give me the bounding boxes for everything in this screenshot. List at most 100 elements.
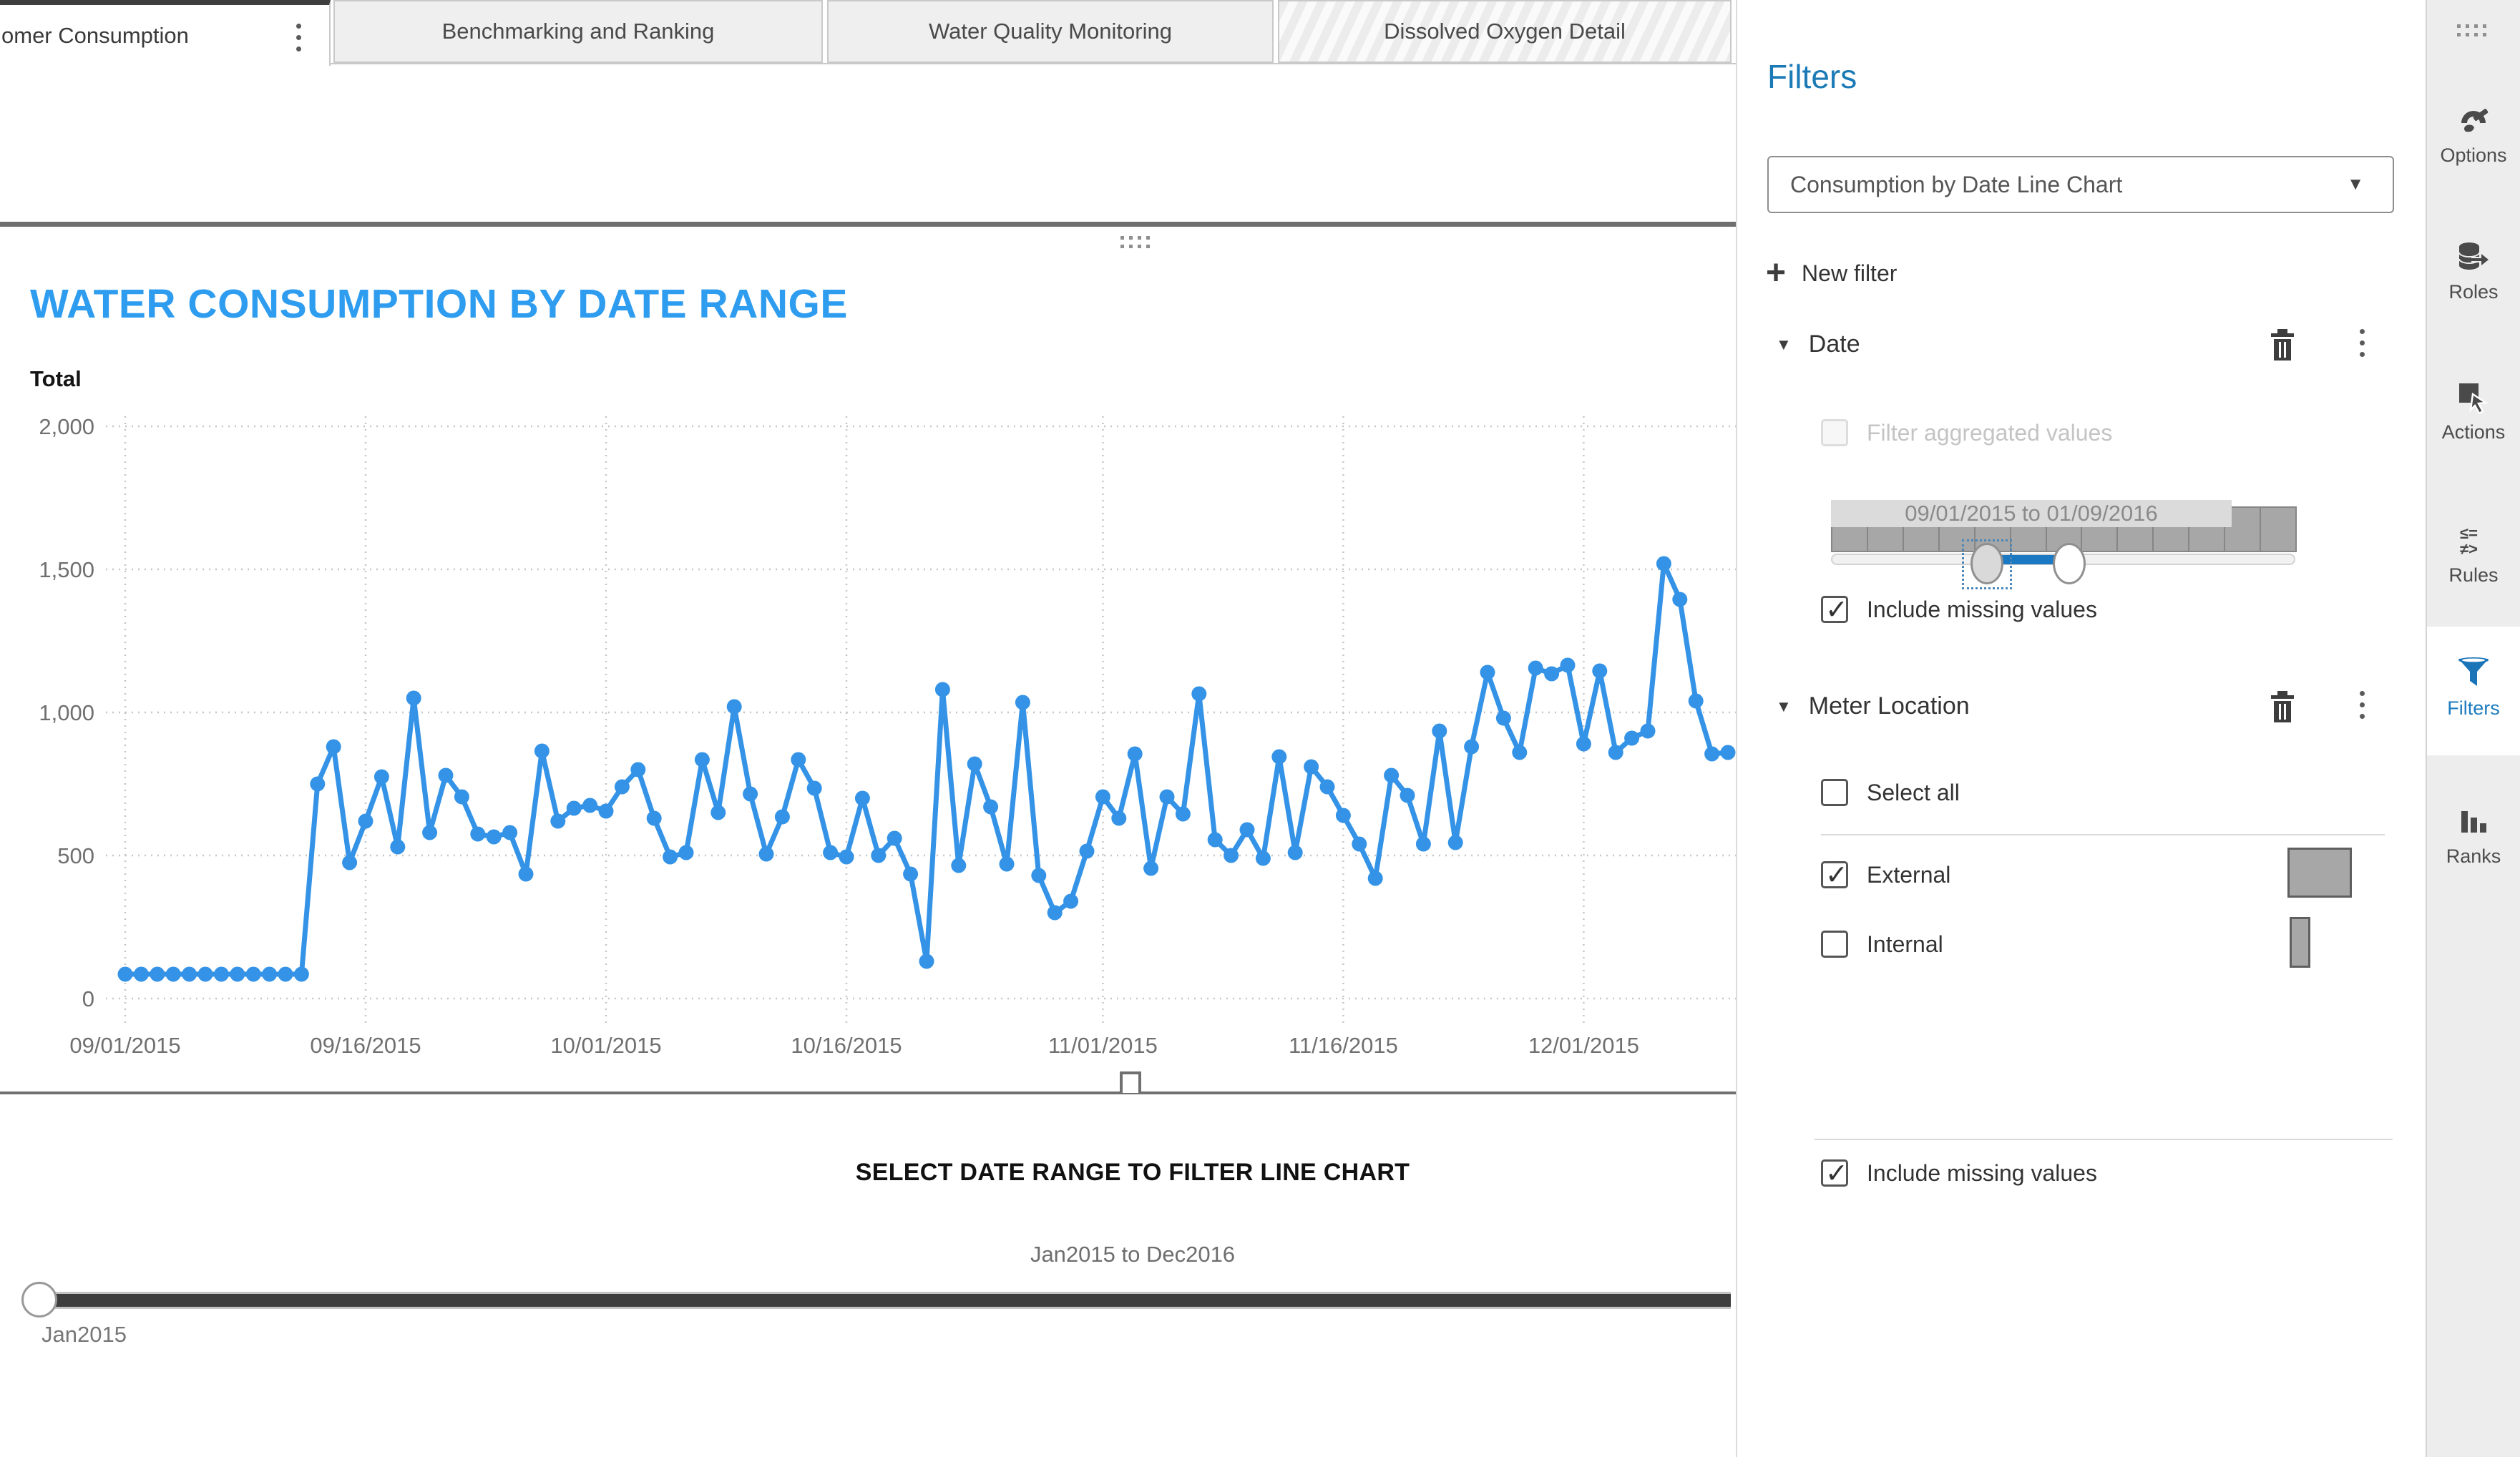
filter-aggregated-checkbox[interactable] [1821,419,1848,446]
filter-target-select[interactable]: Consumption by Date Line Chart ▼ [1767,156,2394,213]
data-point[interactable] [1352,836,1367,852]
data-point[interactable] [470,826,486,842]
data-point[interactable] [598,803,614,819]
data-point[interactable] [1640,723,1656,739]
data-point[interactable] [983,799,999,815]
data-point[interactable] [213,966,229,982]
date-include-missing-row[interactable]: Include missing values [1821,594,2097,626]
internal-option-row[interactable]: Internal [1821,931,1943,958]
data-point[interactable] [342,855,358,870]
data-point[interactable] [919,953,934,969]
date-slider-left-handle[interactable] [1970,543,2003,584]
toolbar-drag-grip-icon[interactable] [2457,24,2487,37]
data-point[interactable] [1127,746,1143,762]
meter-include-missing-row[interactable]: Include missing values [1821,1157,2097,1189]
data-point[interactable] [150,966,165,982]
external-checkbox[interactable] [1821,859,1848,891]
data-point[interactable] [903,866,919,882]
filter-aggregated-row[interactable]: Filter aggregated values [1821,419,2112,446]
data-point[interactable] [1304,759,1319,775]
data-point[interactable] [1464,739,1480,755]
panel-collapse-handle[interactable] [1120,1071,1141,1093]
data-point[interactable] [390,839,406,855]
collapse-triangle-icon[interactable]: ▼ [1776,335,1792,353]
data-point[interactable] [197,966,213,982]
data-point[interactable] [406,690,421,706]
data-point[interactable] [887,830,902,846]
tab-menu-kebab-icon[interactable] [296,24,301,51]
chart-panel-drag-grip-icon[interactable] [1120,236,1151,249]
data-point[interactable] [1239,822,1255,838]
data-point[interactable] [550,813,566,829]
tab-dissolved-oxygen-detail[interactable]: Dissolved Oxygen Detail [1278,0,1732,63]
data-point[interactable] [1271,749,1287,765]
toolbar-item-filters[interactable]: Filters [2427,657,2520,720]
data-point[interactable] [1175,806,1191,822]
data-point[interactable] [854,790,870,806]
delete-date-filter-trash-icon[interactable] [2268,329,2297,362]
collapse-triangle-icon[interactable]: ▼ [1776,697,1792,715]
data-point[interactable] [1400,788,1415,803]
data-point[interactable] [1415,836,1431,852]
delete-meter-filter-trash-icon[interactable] [2268,691,2297,724]
data-point[interactable] [262,966,278,982]
date-slider-right-handle[interactable] [2053,543,2086,584]
data-point[interactable] [791,752,806,767]
data-point[interactable] [1367,870,1383,886]
data-point[interactable] [967,756,982,772]
date-include-missing-checkbox[interactable] [1821,594,1848,626]
data-point[interactable] [1224,848,1239,863]
date-filter-header[interactable]: ▼ Date [1776,330,1860,358]
data-point[interactable] [839,849,854,865]
toolbar-item-roles[interactable]: Roles [2427,241,2520,303]
data-point[interactable] [1111,810,1127,826]
data-point[interactable] [310,776,326,792]
data-point[interactable] [1720,745,1736,760]
data-point[interactable] [582,798,598,813]
data-point[interactable] [1143,860,1159,876]
data-point[interactable] [373,769,389,785]
data-point[interactable] [1480,664,1495,680]
external-option-row[interactable]: External [1821,859,1950,891]
data-point[interactable] [326,739,341,755]
data-point[interactable] [1576,736,1591,752]
data-point[interactable] [518,866,534,882]
data-point[interactable] [165,966,181,982]
data-point[interactable] [710,805,726,820]
data-point[interactable] [358,813,373,829]
data-point[interactable] [1544,666,1560,682]
data-point[interactable] [758,846,774,862]
data-point[interactable] [1624,730,1640,746]
meter-location-filter-header[interactable]: ▼ Meter Location [1776,692,1970,720]
select-all-checkbox[interactable] [1821,779,1848,806]
data-point[interactable] [663,849,678,865]
data-point[interactable] [422,825,438,840]
internal-checkbox[interactable] [1821,931,1848,958]
data-point[interactable] [1688,693,1704,709]
data-point[interactable] [1031,868,1047,883]
data-point[interactable] [245,966,261,982]
data-point[interactable] [230,966,245,982]
data-point[interactable] [1495,710,1511,726]
data-point[interactable] [1447,835,1463,850]
data-point[interactable] [133,966,149,982]
new-filter-button[interactable]: + New filter [1766,254,1898,292]
data-point[interactable] [823,845,839,860]
data-point[interactable] [278,966,293,982]
data-point[interactable] [1095,789,1110,805]
data-point[interactable] [694,752,710,767]
select-all-row[interactable]: Select all [1821,779,1960,806]
data-point[interactable] [1079,843,1095,859]
data-point[interactable] [1672,592,1688,607]
data-point[interactable] [1319,779,1335,795]
data-point[interactable] [117,966,133,982]
data-point[interactable] [534,743,550,759]
tab-benchmarking-and-ranking[interactable]: Benchmarking and Ranking [333,0,823,63]
data-point[interactable] [871,848,887,863]
data-point[interactable] [1159,789,1175,805]
data-point[interactable] [646,810,662,826]
data-point[interactable] [454,789,469,805]
toolbar-item-ranks[interactable]: Ranks [2427,805,2520,868]
data-point[interactable] [630,762,646,777]
data-point[interactable] [1335,808,1351,823]
